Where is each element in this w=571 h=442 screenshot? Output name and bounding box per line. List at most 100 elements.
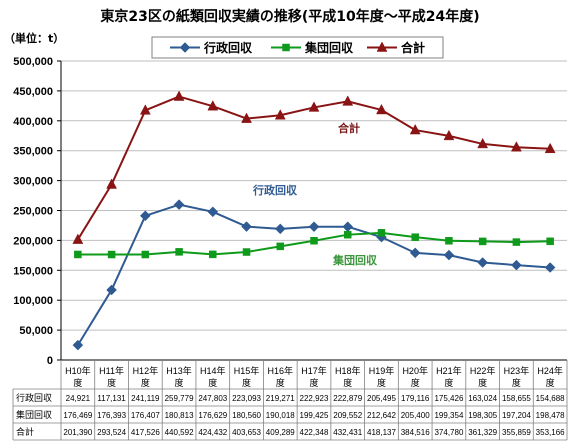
category-label-3-line-2: 度 bbox=[175, 377, 184, 388]
y-tick-label-3: 150,000 bbox=[13, 265, 53, 277]
category-label-8-line-1: H18年 bbox=[335, 365, 361, 376]
y-tick-label-4: 200,000 bbox=[13, 235, 53, 247]
table-cell-1-1: 176,393 bbox=[97, 411, 126, 420]
category-label-4-line-2: 度 bbox=[208, 377, 217, 388]
series-2-point-0 bbox=[72, 233, 84, 244]
series-1-point-11 bbox=[445, 237, 453, 245]
table-cell-2-10: 384,516 bbox=[401, 428, 430, 437]
category-label-14-line-2: 度 bbox=[546, 377, 555, 388]
table-cell-1-5: 180,560 bbox=[232, 411, 261, 420]
table-cell-2-6: 409,289 bbox=[266, 428, 295, 437]
legend-item-1-label: 集団回収 bbox=[304, 40, 354, 55]
table-cell-1-8: 209,552 bbox=[333, 411, 362, 420]
table-cell-1-3: 180,813 bbox=[165, 411, 194, 420]
table-cell-2-0: 201,390 bbox=[63, 428, 92, 437]
annotation-2: 合計 bbox=[338, 121, 360, 135]
series-1-point-8 bbox=[343, 230, 352, 239]
series-1-point-3 bbox=[175, 248, 183, 256]
table-row-label-1: 集団回収 bbox=[16, 409, 52, 421]
table-cell-2-2: 417,526 bbox=[131, 428, 160, 437]
series-2-point-8 bbox=[342, 95, 354, 106]
category-label-12-line-1: H22年 bbox=[470, 365, 496, 376]
series-0-point-2 bbox=[139, 210, 151, 222]
table-cell-0-12: 163,024 bbox=[468, 394, 497, 403]
category-label-5-line-2: 度 bbox=[242, 377, 251, 388]
category-label-10-line-2: 度 bbox=[411, 377, 420, 388]
category-label-9-line-2: 度 bbox=[377, 377, 386, 388]
series-0-point-3 bbox=[173, 199, 185, 211]
series-1-point-14 bbox=[546, 237, 554, 246]
data-table: H10年度H11年度H12年度H13年度H14年度H15年度H16年度H17年度… bbox=[12, 360, 568, 441]
axes: 0 50,000 100,000 150,000 200,000 250,000 300,0… bbox=[13, 56, 567, 367]
series-1-point-7 bbox=[310, 236, 318, 245]
table-cell-0-7: 222,923 bbox=[300, 394, 329, 403]
table-cell-0-8: 222,879 bbox=[333, 394, 362, 403]
series-0-point-1 bbox=[106, 284, 117, 296]
series-2-point-11 bbox=[443, 129, 455, 141]
series-0-point-11 bbox=[443, 249, 455, 261]
table-cell-0-4: 247,803 bbox=[198, 394, 227, 403]
category-label-6-line-1: H16年 bbox=[268, 365, 294, 376]
table-cell-1-13: 197,204 bbox=[502, 411, 531, 420]
table-cell-1-6: 190,018 bbox=[266, 411, 295, 420]
series-0-point-4 bbox=[207, 206, 219, 218]
category-label-2-line-1: H12年 bbox=[133, 365, 159, 376]
series-0-point-7 bbox=[308, 221, 320, 233]
category-label-1-line-2: 度 bbox=[107, 377, 116, 388]
table-cell-2-9: 418,137 bbox=[367, 428, 396, 437]
category-label-0-line-1: H10年 bbox=[65, 365, 91, 376]
category-label-2-line-2: 度 bbox=[141, 377, 150, 388]
category-label-10-line-1: H20年 bbox=[402, 365, 428, 376]
unit-label: （単位：t） bbox=[4, 31, 64, 45]
y-tick-label-10: 500,000 bbox=[13, 56, 53, 68]
series-1-point-6 bbox=[276, 242, 285, 251]
legend-item-2-label: 合計 bbox=[401, 40, 425, 55]
category-label-11-line-2: 度 bbox=[444, 377, 453, 388]
category-label-9-line-1: H19年 bbox=[369, 365, 395, 376]
y-tick-label-0: 0 bbox=[47, 355, 53, 367]
table-cell-0-11: 175,426 bbox=[434, 394, 463, 403]
series-0-point-14 bbox=[544, 262, 556, 273]
table-cell-2-5: 403,653 bbox=[232, 428, 261, 437]
table-cell-1-10: 205,400 bbox=[401, 411, 430, 420]
category-label-14-line-1: H24年 bbox=[537, 365, 563, 376]
series-1-point-9 bbox=[377, 229, 386, 237]
series-0-point-0 bbox=[72, 339, 84, 351]
series-2-point-13 bbox=[510, 141, 522, 152]
category-label-3-line-1: H13年 bbox=[166, 365, 192, 376]
category-label-12-line-2: 度 bbox=[478, 377, 487, 388]
category-label-5-line-1: H15年 bbox=[234, 365, 260, 376]
series-0-point-12 bbox=[477, 257, 489, 268]
series-1-point-5 bbox=[242, 248, 251, 256]
series-2-line bbox=[77, 95, 551, 241]
table-cell-0-9: 205,495 bbox=[367, 394, 396, 403]
category-label-13-line-2: 度 bbox=[512, 377, 521, 388]
table-cell-2-11: 374,780 bbox=[434, 428, 463, 437]
series-0-point-13 bbox=[511, 259, 522, 271]
annotation-0: 行政回収 bbox=[252, 183, 298, 197]
series-1-point-1 bbox=[107, 250, 116, 259]
series-2-point-3 bbox=[173, 90, 185, 101]
series-0-point-10 bbox=[409, 247, 421, 259]
table-cell-1-14: 198,478 bbox=[536, 411, 565, 420]
legend-item-2-marker bbox=[376, 41, 388, 52]
table-cell-1-2: 176,407 bbox=[131, 411, 160, 420]
series-0-point-5 bbox=[241, 221, 252, 232]
category-label-8-line-2: 度 bbox=[343, 377, 352, 388]
table-cell-2-8: 432,431 bbox=[333, 428, 362, 437]
series-2-point-12 bbox=[477, 137, 489, 149]
annotation-1: 集団回収 bbox=[332, 253, 378, 267]
series-1-point-13 bbox=[512, 238, 521, 246]
legend-item-0-label: 行政回収 bbox=[203, 40, 253, 55]
table-cell-1-0: 176,469 bbox=[63, 411, 92, 420]
series-1-point-4 bbox=[209, 250, 217, 259]
table-row-label-0: 行政回収 bbox=[16, 392, 52, 404]
series-2-point-6 bbox=[274, 109, 286, 120]
gridlines bbox=[61, 60, 567, 331]
series-1-point-12 bbox=[478, 237, 487, 246]
category-label-4-line-1: H14年 bbox=[200, 365, 226, 376]
table-cell-1-11: 199,354 bbox=[434, 411, 463, 420]
